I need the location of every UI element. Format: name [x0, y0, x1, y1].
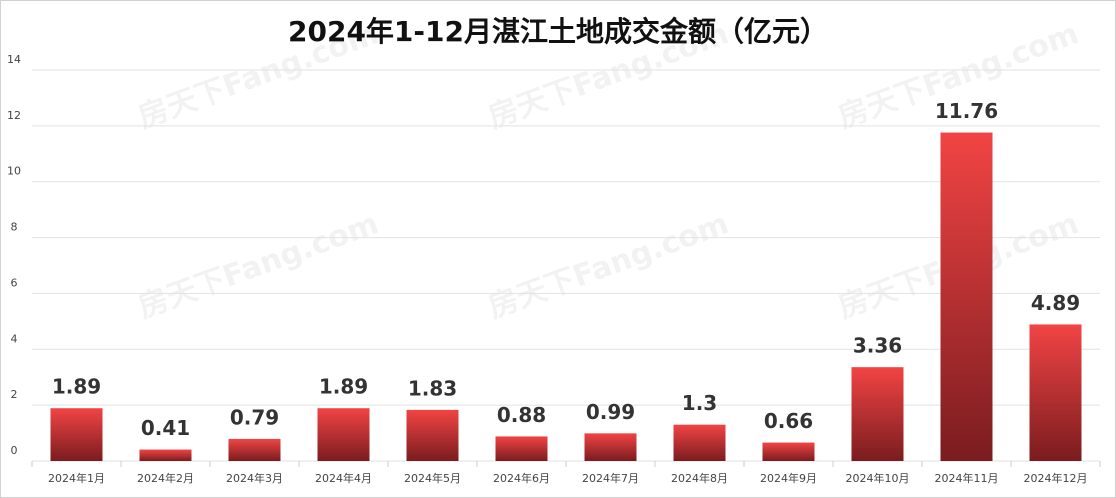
x-tick-label: 2024年8月 — [671, 471, 728, 485]
y-tick-label: 2 — [11, 388, 18, 401]
value-label: 0.88 — [497, 403, 546, 427]
bar — [317, 408, 370, 461]
x-tick-label: 2024年9月 — [760, 471, 817, 485]
bar — [940, 132, 993, 461]
bar — [762, 442, 815, 461]
value-label: 11.76 — [935, 99, 998, 123]
bar — [1029, 324, 1082, 461]
value-label: 1.3 — [682, 391, 717, 415]
y-tick-label: 0 — [11, 444, 18, 457]
y-tick-label: 6 — [11, 276, 18, 289]
value-label: 0.79 — [230, 405, 279, 429]
value-label: 0.66 — [764, 409, 813, 433]
x-tick-label: 2024年7月 — [582, 471, 639, 485]
bar — [673, 424, 726, 461]
x-tick-label: 2024年12月 — [1024, 471, 1088, 485]
x-tick-label: 2024年10月 — [846, 471, 910, 485]
x-tick-label: 2024年5月 — [404, 471, 461, 485]
value-label: 0.41 — [141, 416, 190, 440]
bar — [406, 409, 459, 461]
bar — [139, 449, 192, 461]
value-label: 3.36 — [853, 334, 902, 358]
x-tick-label: 2024年4月 — [315, 471, 372, 485]
y-tick-label: 12 — [7, 109, 21, 122]
x-tick-label: 2024年2月 — [137, 471, 194, 485]
bar — [495, 436, 548, 461]
x-tick-label: 2024年11月 — [935, 471, 999, 485]
bar — [584, 433, 637, 461]
value-label: 4.89 — [1031, 291, 1080, 315]
value-label: 1.83 — [408, 376, 457, 400]
y-tick-label: 8 — [11, 221, 18, 234]
value-label: 1.89 — [52, 375, 101, 399]
chart-title: 2024年1-12月湛江土地成交金额（亿元） — [288, 15, 828, 48]
value-label: 0.99 — [586, 400, 635, 424]
x-tick-label: 2024年6月 — [493, 471, 550, 485]
y-tick-label: 14 — [7, 53, 21, 66]
y-tick-label: 4 — [11, 332, 18, 345]
value-label: 1.89 — [319, 375, 368, 399]
bar — [228, 438, 281, 461]
x-tick-label: 2024年3月 — [226, 471, 283, 485]
bar — [851, 367, 904, 461]
x-tick-label: 2024年1月 — [48, 471, 105, 485]
y-tick-label: 10 — [7, 165, 21, 178]
bar — [50, 408, 103, 461]
